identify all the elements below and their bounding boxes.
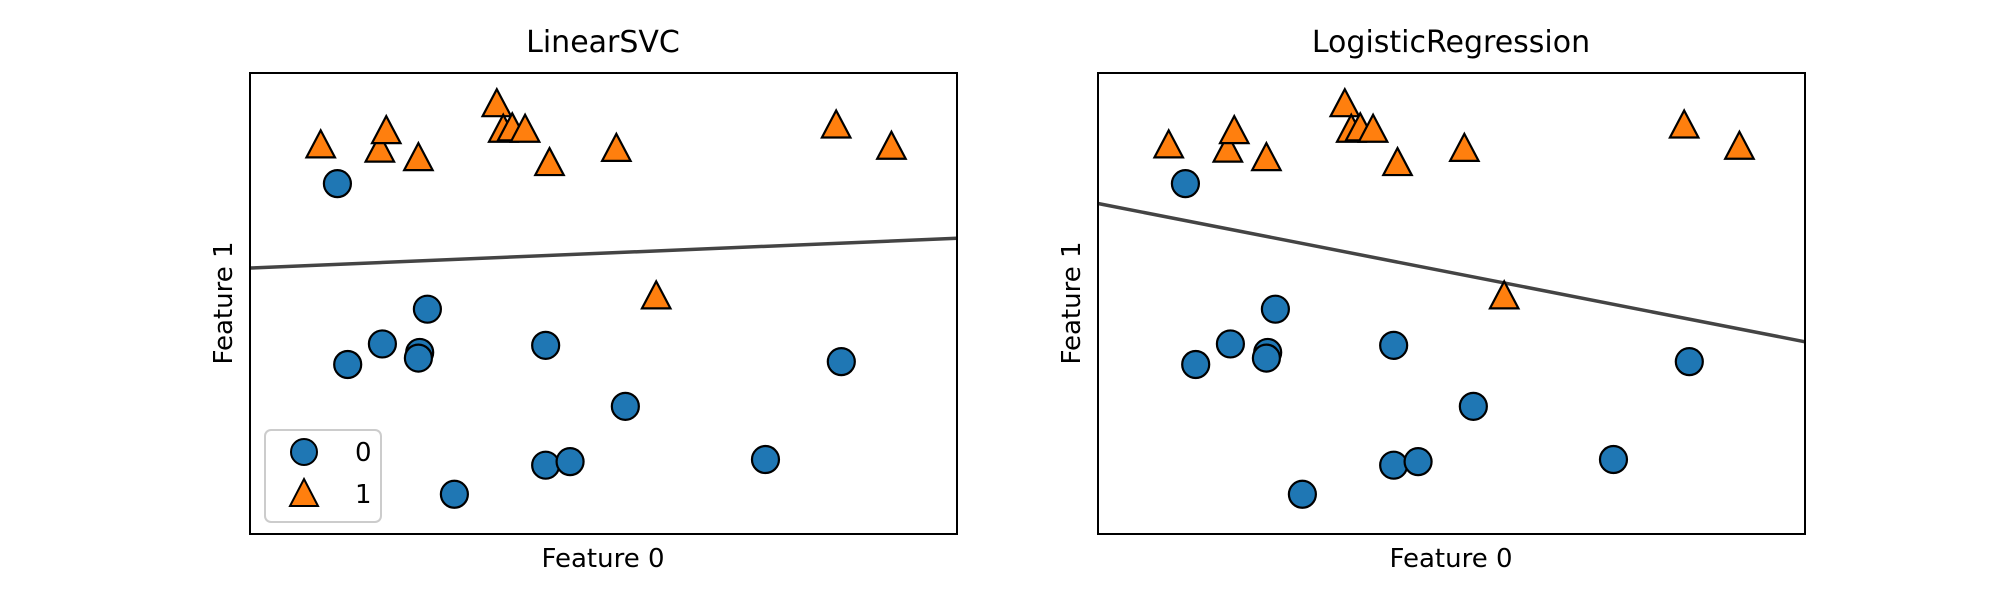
legend-label-1: 1 bbox=[355, 480, 372, 510]
y-axis-label: Feature 1 bbox=[209, 241, 239, 364]
legend: 0 1 bbox=[264, 429, 382, 523]
decision-boundary-line bbox=[1097, 201, 1806, 344]
scatter-point-class-0 bbox=[1287, 479, 1317, 509]
plot-area bbox=[1098, 73, 1805, 534]
scatter-point-class-1 bbox=[1250, 140, 1283, 172]
scatter-point-class-1 bbox=[1357, 112, 1390, 143]
scatter-point-class-1 bbox=[480, 86, 513, 118]
y-axis-label: Feature 1 bbox=[1057, 241, 1087, 364]
scatter-point-class-0 bbox=[555, 447, 585, 477]
scatter-point-class-0 bbox=[610, 391, 640, 421]
scatter-point-class-0 bbox=[750, 444, 781, 475]
scatter-point-class-1 bbox=[509, 112, 542, 143]
scatter-point-class-1 bbox=[1448, 131, 1481, 162]
scatter-point-class-1 bbox=[1211, 132, 1244, 163]
scatter-point-class-0 bbox=[1674, 347, 1704, 377]
scatter-point-class-1 bbox=[640, 279, 673, 310]
scatter-point-class-0 bbox=[1181, 349, 1211, 380]
scatter-point-class-1 bbox=[1668, 108, 1701, 139]
scatter-point-class-1 bbox=[533, 145, 566, 177]
decision-boundary-line bbox=[249, 236, 958, 270]
scatter-point-class-0 bbox=[1458, 391, 1488, 421]
scatter-point-class-0 bbox=[333, 349, 363, 380]
chart-title: LinearSVC bbox=[526, 25, 680, 60]
scatter-point-class-0 bbox=[322, 169, 353, 199]
scatter-point-class-0 bbox=[1170, 169, 1201, 199]
scatter-point-class-0 bbox=[1598, 444, 1629, 475]
scatter-point-class-0 bbox=[412, 294, 442, 324]
scatter-point-class-0 bbox=[1379, 450, 1409, 480]
scatter-point-class-1 bbox=[304, 127, 337, 159]
scatter-point-class-1 bbox=[363, 132, 396, 163]
scatter-point-class-1 bbox=[600, 131, 633, 162]
legend-label-0: 0 bbox=[355, 438, 372, 468]
scatter-point-class-0 bbox=[403, 343, 433, 373]
data-marks bbox=[1097, 86, 1806, 509]
subplot-logisticregression: LogisticRegression Feature 0 Feature 1 bbox=[1057, 25, 1806, 574]
scatter-point-class-1 bbox=[875, 129, 908, 160]
scatter-point-class-1 bbox=[370, 113, 403, 145]
scatter-point-class-0 bbox=[1403, 447, 1433, 477]
axes-frame bbox=[1097, 72, 1806, 535]
scatter-point-class-1 bbox=[1488, 279, 1521, 310]
scatter-point-class-0 bbox=[531, 450, 561, 480]
scatter-point-class-1 bbox=[1328, 86, 1361, 118]
scatter-point-class-0 bbox=[1260, 294, 1290, 324]
scatter-point-class-0 bbox=[439, 479, 469, 509]
scatter-point-class-1 bbox=[402, 140, 435, 172]
scatter-point-class-1 bbox=[1152, 127, 1185, 159]
x-axis-label: Feature 0 bbox=[1389, 544, 1512, 574]
scatter-point-class-1 bbox=[1381, 145, 1414, 177]
axes-frame bbox=[249, 72, 958, 535]
legend-marker-triangle bbox=[288, 476, 320, 507]
scatter-point-class-1 bbox=[1723, 129, 1756, 160]
scatter-point-class-0 bbox=[1215, 329, 1246, 359]
scatter-point-class-1 bbox=[1218, 113, 1251, 145]
data-marks bbox=[249, 86, 958, 509]
scatter-point-class-1 bbox=[820, 108, 853, 139]
scatter-point-class-0 bbox=[1379, 330, 1409, 360]
scatter-point-class-0 bbox=[531, 330, 561, 360]
legend-marker-circle bbox=[290, 438, 318, 466]
subplot-linearsvc: LinearSVC Feature 0 Feature 1 0 1 bbox=[209, 25, 958, 574]
scatter-point-class-0 bbox=[367, 329, 398, 359]
chart-title: LogisticRegression bbox=[1312, 25, 1590, 60]
scatter-point-class-0 bbox=[826, 347, 856, 377]
scatter-point-class-0 bbox=[1251, 343, 1281, 373]
x-axis-label: Feature 0 bbox=[541, 544, 664, 574]
